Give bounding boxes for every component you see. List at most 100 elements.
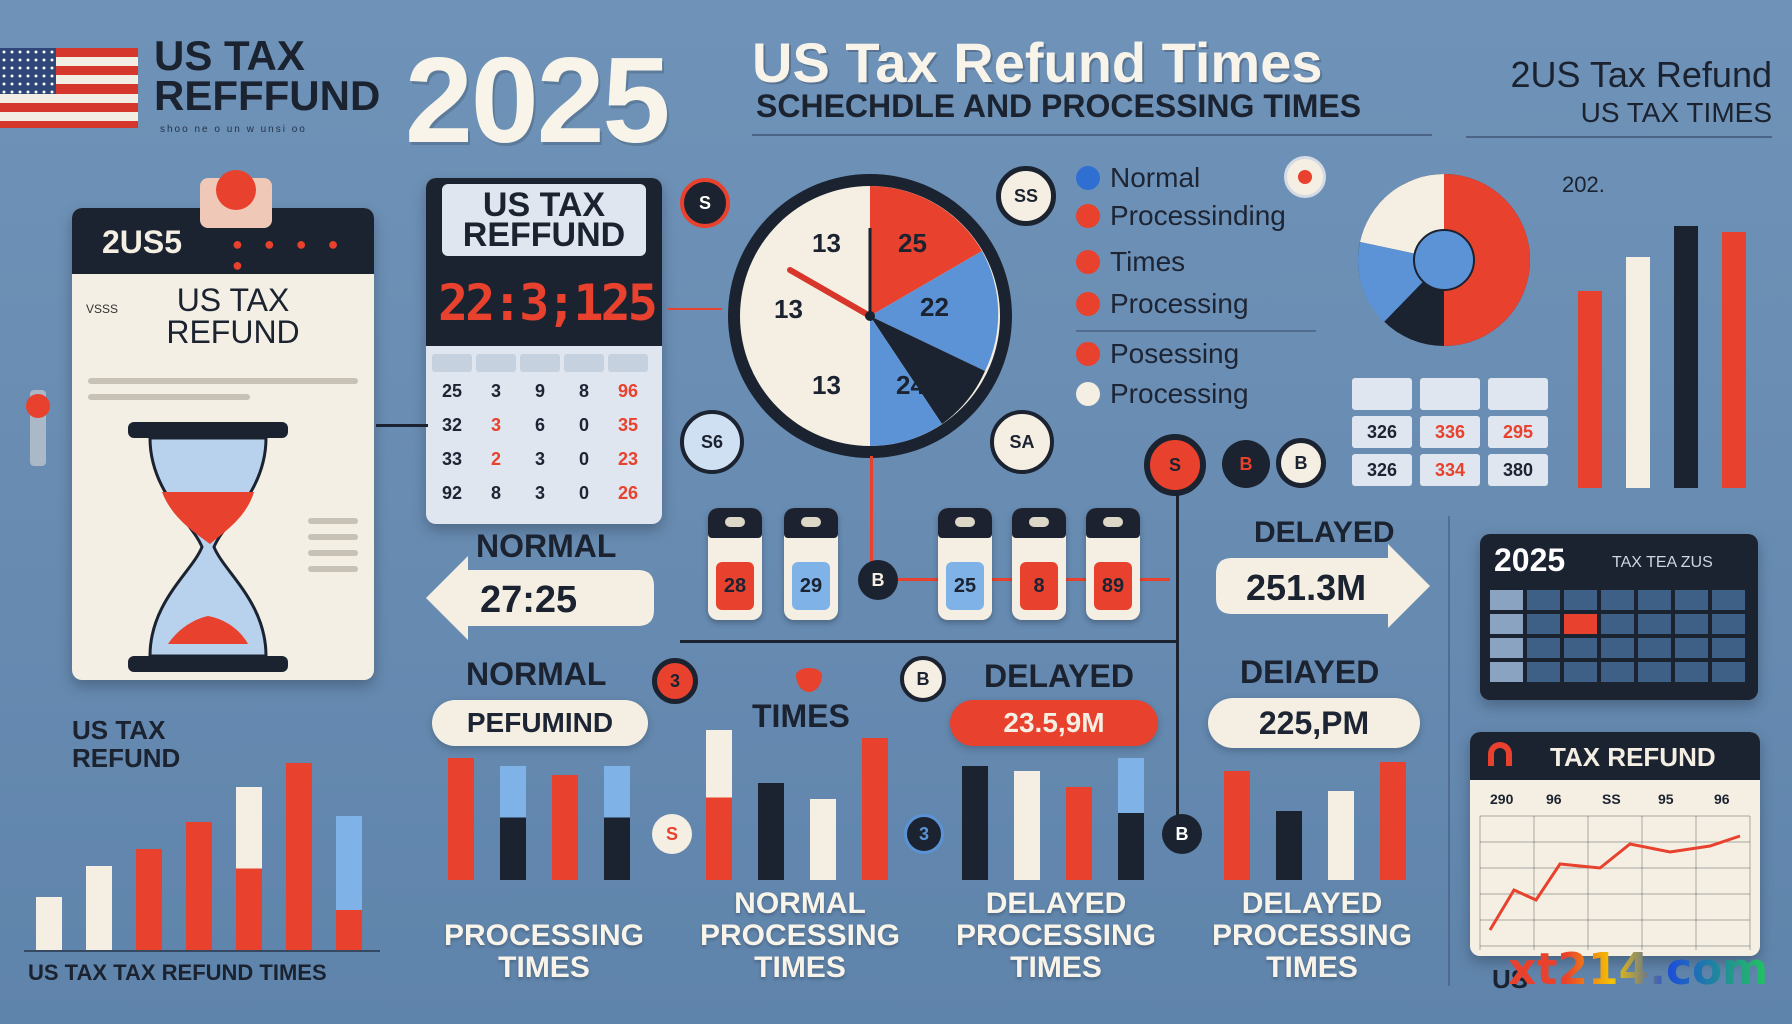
- calendar-cell[interactable]: 25: [432, 378, 472, 404]
- vial[interactable]: 25: [938, 508, 992, 620]
- timeline-badge-8[interactable]: B: [1162, 814, 1202, 854]
- right-card-cell: [1490, 614, 1523, 634]
- bottom-label-4-line2: PROCESSING: [1211, 919, 1413, 952]
- right-card-title: TAX TEA ZUS: [1612, 554, 1713, 571]
- left-bar: [136, 848, 162, 950]
- bottom-label-2-line3: TIMES: [754, 951, 846, 984]
- legend-dot-blue: [1076, 166, 1100, 190]
- main-title: US Tax Refund Times: [752, 31, 1323, 94]
- clock-badge-left[interactable]: S6: [680, 410, 744, 474]
- timeline-badge-7[interactable]: 3: [904, 814, 944, 854]
- clock-badge-bottom-right[interactable]: SA: [990, 410, 1054, 474]
- calendar-cell[interactable]: 96: [608, 378, 648, 404]
- timeline-badge-3[interactable]: B: [1276, 438, 1326, 488]
- year-heading: 2025: [405, 32, 670, 168]
- clock-badge-right[interactable]: SS: [996, 166, 1056, 226]
- right-card-cell: [1638, 590, 1671, 610]
- calendar-cell[interactable]: 9: [520, 378, 560, 404]
- clock-chart: 13 25 13 22 13 24: [728, 174, 1012, 458]
- calendar-cell[interactable]: 92: [432, 480, 472, 506]
- right-card-cell: [1638, 638, 1671, 658]
- left-chart-title-line2: REFUND: [72, 743, 181, 773]
- mid-normal-pill[interactable]: PEFUMIND: [432, 700, 648, 746]
- bottom-label-4-line3: TIMES: [1266, 951, 1358, 984]
- calendar-cell[interactable]: 6: [520, 412, 560, 438]
- arrow-delayed-label: DELAYED: [1254, 516, 1395, 549]
- donut-chart: [1358, 174, 1530, 346]
- legend-dot-red: [1076, 342, 1100, 366]
- bottom-label-2-line2: PROCESSING: [699, 919, 901, 952]
- clock-label-5: 13: [812, 370, 841, 400]
- calendar-cell[interactable]: 32: [432, 412, 472, 438]
- right-card-cell: [1490, 590, 1523, 610]
- mini-table-cell: [1488, 378, 1548, 410]
- vial[interactable]: 29: [784, 508, 838, 620]
- calendar-cell[interactable]: 0: [564, 412, 604, 438]
- timeline-badge-1[interactable]: S: [1144, 434, 1206, 496]
- header-left-title-line1: US TAX: [154, 32, 305, 79]
- vial[interactable]: 28: [708, 508, 762, 620]
- bottom-label-1: PROCESSING TIMES: [424, 920, 664, 984]
- legend-label-6: Processing: [1110, 378, 1249, 409]
- calendar-cell[interactable]: 3: [520, 446, 560, 472]
- right-card-cell: [1638, 614, 1671, 634]
- clock-badge-top[interactable]: S: [680, 178, 730, 228]
- timeline-badge-4[interactable]: 3: [652, 658, 698, 704]
- legend-red-button[interactable]: [1284, 156, 1326, 198]
- legend-item-6: Processing: [1076, 378, 1249, 410]
- right-chart-line: [1488, 834, 1741, 931]
- calendar-cell[interactable]: 23: [608, 446, 648, 472]
- left-slider[interactable]: [26, 390, 50, 466]
- clipboard-card: 2US5 ● ● ● ● ● US TAX REFUND VSSS: [72, 208, 374, 680]
- bottom-bar: [1066, 786, 1092, 880]
- calendar-cell[interactable]: 2: [476, 446, 516, 472]
- bottom-bar: [1380, 762, 1406, 880]
- clipboard-header-dots: ● ● ● ● ●: [232, 234, 347, 275]
- bottom-bar: [1118, 758, 1144, 880]
- right-card-cell: [1490, 638, 1523, 658]
- right-card-grid: [1490, 590, 1748, 690]
- bottom-bar: [1014, 770, 1040, 880]
- mini-bar: [1626, 257, 1650, 488]
- mini-table-cell: 336: [1420, 416, 1480, 448]
- mini-table-cell: 380: [1488, 454, 1548, 486]
- legend-label-5: Posessing: [1110, 338, 1240, 369]
- calendar-cell[interactable]: 33: [432, 446, 472, 472]
- calendar-cell[interactable]: 3: [476, 378, 516, 404]
- clock-label-2: 25: [898, 228, 927, 258]
- timeline-badge-2[interactable]: B: [1222, 440, 1270, 488]
- right-chart-header-label: SS: [1602, 791, 1621, 807]
- calendar-cell[interactable]: 0: [564, 446, 604, 472]
- calendar-cell[interactable]: 3: [476, 412, 516, 438]
- calendar-cell[interactable]: 26: [608, 480, 648, 506]
- timeline-badge-5[interactable]: B: [900, 656, 946, 702]
- calendar-cell[interactable]: 35: [608, 412, 648, 438]
- timeline-badge-9[interactable]: B: [858, 560, 898, 600]
- main-subtitle: SCHECHDLE AND PROCESSING TIMES: [756, 88, 1362, 124]
- header-right-title-line2: US TAX TIMES: [1580, 97, 1772, 128]
- bottom-bar: [758, 782, 784, 880]
- bottom-bar: [1224, 770, 1250, 880]
- mini-chart-year: 202.: [1562, 172, 1605, 197]
- vial[interactable]: 89: [1086, 508, 1140, 620]
- right-chart-icon: [1488, 742, 1512, 766]
- header-left-subtitle: shoo ne o un w unsi oo: [160, 124, 307, 135]
- legend-dot-cream: [1076, 382, 1100, 406]
- arrow-normal-label: NORMAL: [476, 528, 617, 564]
- left-chart-title-line1: US TAX: [72, 715, 166, 745]
- vial[interactable]: 8: [1012, 508, 1066, 620]
- mini-table-cell: 295: [1488, 416, 1548, 448]
- bottom-bar: [810, 798, 836, 880]
- bottom-label-3-line2: PROCESSING: [955, 919, 1157, 952]
- right-card-cell: [1490, 662, 1523, 682]
- calendar-cell[interactable]: 3: [520, 480, 560, 506]
- legend-label-4: Processing: [1110, 288, 1249, 319]
- right-chart-header-label: 290: [1490, 791, 1514, 807]
- mid-delayed-pill-2[interactable]: 225,PM: [1208, 698, 1420, 748]
- calendar-cell[interactable]: 8: [564, 378, 604, 404]
- calendar-cell[interactable]: 8: [476, 480, 516, 506]
- mid-delayed-pill-1[interactable]: 23.5,9M: [950, 700, 1158, 746]
- timeline-badge-6[interactable]: S: [652, 814, 692, 854]
- calendar-cell[interactable]: 0: [564, 480, 604, 506]
- legend-item-2: Processinding: [1076, 200, 1286, 232]
